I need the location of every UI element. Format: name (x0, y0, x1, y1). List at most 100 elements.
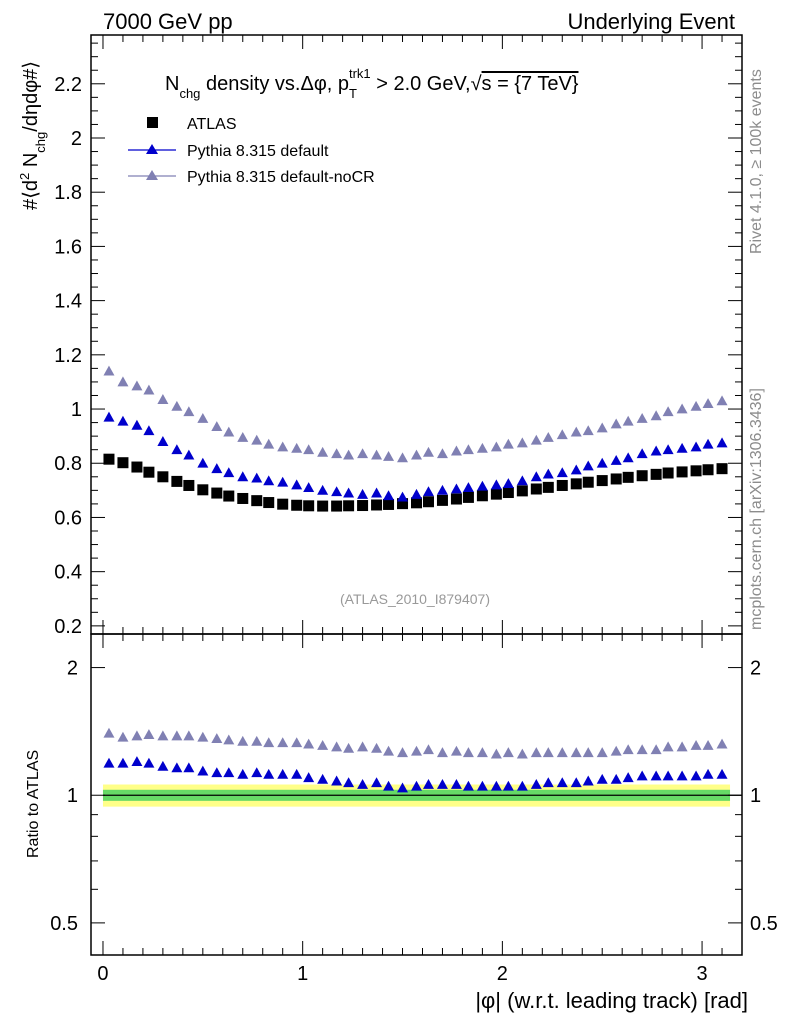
pythia-default-point (251, 472, 263, 483)
main-data-points (103, 365, 728, 512)
pythia-default-point (622, 452, 634, 463)
ratio-default-point (197, 765, 209, 776)
atlas-data-point (650, 468, 662, 480)
main-y-tick-label: 2.2 (54, 74, 82, 96)
ratio-nocr-point (411, 745, 422, 756)
ratio-default-point (103, 757, 115, 768)
ratio-nocr-point (171, 730, 183, 741)
pythia-default-point (383, 490, 395, 501)
atlas-data-point (490, 488, 502, 500)
pythia-nocr-point (636, 413, 648, 423)
pythia-nocr-point (131, 380, 143, 391)
atlas-data-point (596, 475, 608, 487)
pythia-nocr-point (291, 442, 303, 453)
atlas-data-point (171, 475, 183, 487)
x-tick-label: 0 (97, 963, 108, 985)
ratio-nocr-point (383, 745, 395, 756)
pythia-default-point (530, 471, 542, 482)
ratio-default-point (662, 770, 674, 781)
main-title: Nchg density vs.Δφ, pTtrk1 > 2.0 GeV,√s … (165, 66, 579, 101)
pythia-default-point (542, 468, 554, 479)
ratio-default-point (383, 780, 395, 791)
ratio-nocr-point (251, 735, 263, 746)
atlas-data-point (570, 478, 582, 490)
pythia-default-point (211, 463, 223, 474)
pythia-nocr-point (436, 448, 448, 459)
atlas-data-point (357, 500, 369, 512)
ratio-default-point (596, 773, 608, 784)
pythia-default-point (183, 449, 195, 460)
ratio-default-point (650, 770, 662, 781)
ratio-default-point (183, 762, 195, 773)
pythia-default-point (610, 455, 622, 465)
pythia-default-point (502, 478, 514, 488)
ratio-default-point (516, 780, 528, 791)
x-tick-label: 3 (696, 963, 707, 985)
pythia-default-point (303, 482, 315, 493)
ratio-nocr-point (582, 747, 594, 758)
atlas-data-point (450, 493, 462, 505)
pythia-nocr-point (556, 429, 568, 440)
pythia-default-point (596, 457, 608, 468)
pythia-default-point (331, 486, 343, 497)
pythia-nocr-point (422, 446, 434, 457)
ratio-default-point (422, 779, 434, 789)
header-right: Underlying Event (567, 9, 735, 34)
ratio-nocr-point (371, 742, 383, 753)
ratio-nocr-point (476, 747, 488, 758)
legend-marker-atlas (147, 117, 158, 128)
pythia-default-point (436, 484, 448, 495)
ratio-default-point (502, 780, 514, 791)
ratio-nocr-point (556, 747, 568, 758)
atlas-data-point (211, 487, 223, 499)
pythia-nocr-point (197, 413, 209, 423)
ratio-default-point (303, 772, 315, 783)
pythia-default-point (676, 442, 688, 453)
ratio-default-point (143, 757, 155, 768)
atlas-data-point (197, 484, 209, 496)
pythia-default-point (143, 425, 155, 436)
atlas-data-point (371, 499, 383, 511)
pythia-nocr-point (143, 384, 155, 395)
ratio-nocr-point (131, 730, 143, 741)
pythia-default-point (157, 436, 169, 446)
ratio-default-point (343, 777, 355, 788)
pythia-nocr-point (690, 400, 702, 411)
legend-label-default: Pythia 8.315 default (187, 143, 329, 160)
ratio-nocr-point (317, 740, 329, 750)
ratio-default-point (371, 777, 383, 788)
ratio-nocr-point (183, 730, 195, 741)
pythia-nocr-point (516, 437, 528, 448)
atlas-data-point (716, 463, 728, 475)
main-y-tick-label: 1 (71, 399, 82, 421)
atlas-data-point (343, 500, 355, 512)
pythia-default-point (476, 480, 488, 491)
pythia-default-point (103, 411, 115, 422)
ratio-default-point (436, 779, 448, 789)
pythia-default-point (570, 464, 582, 475)
x-axis-label: |φ| (w.r.t. leading track) [rad] (475, 988, 748, 1013)
atlas-data-point (516, 485, 528, 497)
main-y-tick-label: 1.8 (54, 182, 82, 204)
main-y-tick-label: 0.4 (54, 562, 82, 584)
pythia-default-point (662, 444, 674, 455)
atlas-data-point (462, 491, 474, 503)
pythia-default-point (371, 487, 383, 498)
ratio-nocr-point (157, 730, 169, 741)
atlas-data-point (476, 490, 488, 502)
pythia-nocr-point (662, 406, 674, 417)
x-tick-label: 1 (297, 963, 308, 985)
ratio-default-point (157, 760, 169, 771)
pythia-nocr-point (542, 431, 554, 442)
ratio-nocr-point (450, 745, 462, 756)
pythia-default-point (223, 467, 235, 478)
ratio-default-point (263, 768, 275, 779)
pythia-nocr-point (502, 438, 514, 449)
atlas-data-point (277, 498, 289, 510)
atlas-data-point (237, 492, 249, 504)
ratio-nocr-point (303, 738, 315, 749)
ratio-nocr-point (650, 744, 662, 755)
atlas-data-point (157, 471, 169, 483)
pythia-nocr-point (211, 421, 223, 432)
